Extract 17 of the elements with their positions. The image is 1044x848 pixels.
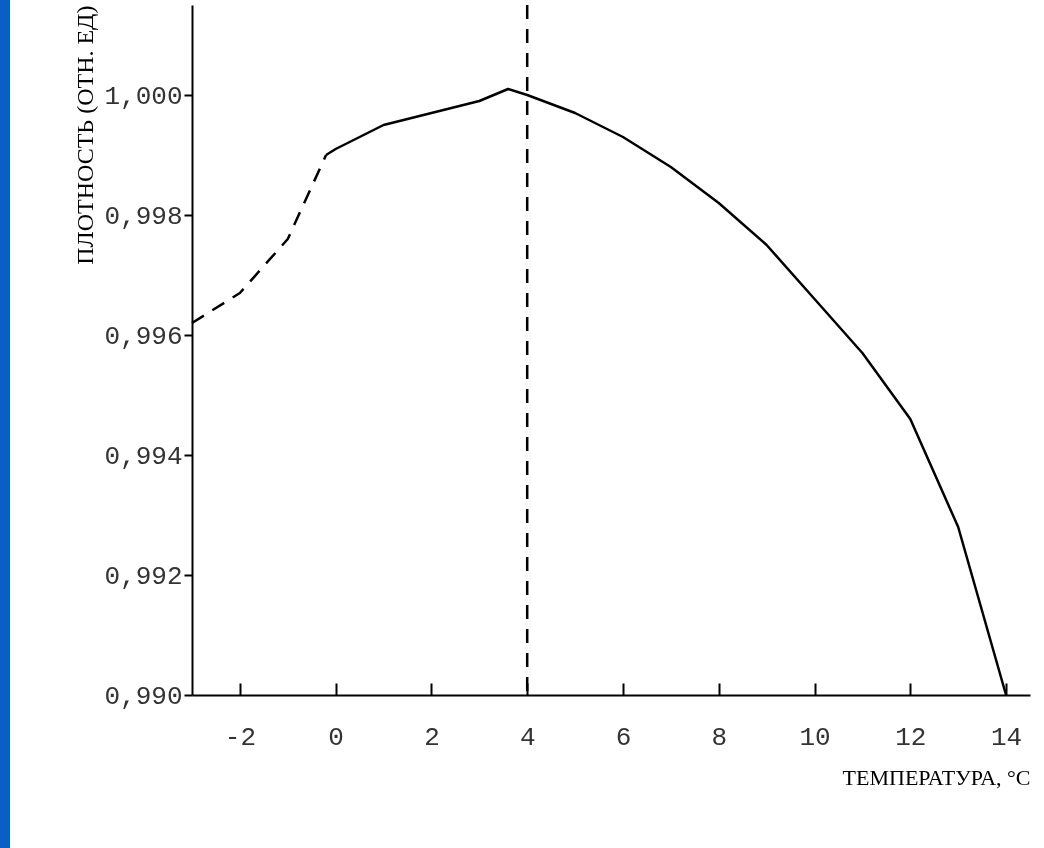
x-tick-label: 2 [424,722,440,753]
y-tick-label: 0,994 [104,441,183,472]
x-tick-label: 14 [990,722,1023,753]
x-tick-label: 8 [711,722,728,753]
y-tick-label: 0,992 [104,561,183,592]
y-axis-title: ПЛОТНОСТЬ (ОТН. ЕД) [72,5,99,265]
y-tick-label: 0,990 [104,681,183,712]
y-tick-label: 1,000 [104,81,183,112]
x-tick-label: 4 [519,722,536,753]
x-tick-label: -2 [224,722,256,753]
x-axis-title: ТЕМПЕРАТУРА, °C [842,764,1031,790]
y-tick-label: 0,998 [104,201,183,232]
x-tick-label: 6 [615,722,632,753]
x-tick-label: 12 [895,722,927,753]
x-tick-label: 0 [328,722,344,753]
x-tick-label: 10 [799,722,831,753]
y-tick-label: 0,996 [104,321,183,352]
